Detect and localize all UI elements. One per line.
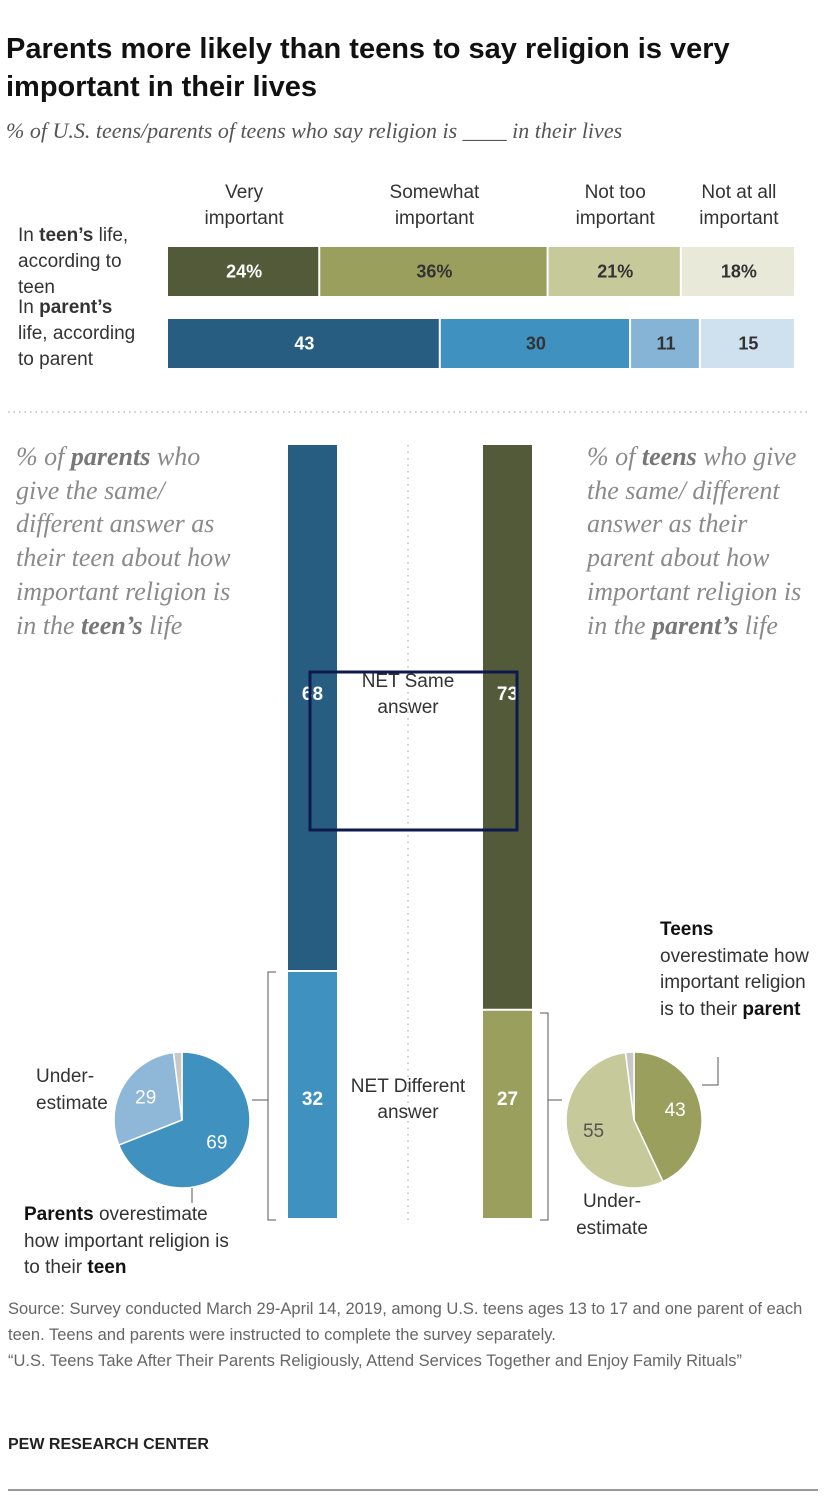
- text: who give the same/ different answer as t…: [587, 442, 802, 640]
- legend-label: Not too important: [575, 182, 655, 229]
- annotation: Teens overestimate how important religio…: [660, 917, 810, 1023]
- bar-segment: [681, 247, 794, 296]
- value-label: 36%: [416, 261, 452, 281]
- text: life, according to parent: [18, 323, 136, 370]
- legend-label: Somewhat important: [389, 182, 480, 229]
- pie-label: 43: [665, 1100, 686, 1121]
- legend-label: Not at all important: [699, 182, 779, 229]
- bold-text: teen’s: [81, 610, 143, 640]
- value-label: 73: [497, 684, 518, 705]
- bar-segment: [288, 445, 337, 970]
- value-label: 27: [497, 1089, 518, 1110]
- source-note: Source: Survey conducted March 29-April …: [8, 1300, 803, 1344]
- annotation: Under-estimate: [576, 1191, 648, 1239]
- text: life, according to teen: [18, 225, 129, 298]
- value-label: 18%: [721, 261, 757, 281]
- annotation: Parents overestimate how important relig…: [24, 1202, 246, 1282]
- value-label: 43: [294, 333, 314, 353]
- pie-label: 55: [583, 1121, 604, 1142]
- row-label: In teen’s life, according to teen: [18, 223, 146, 301]
- bold-text: teen: [87, 1257, 127, 1278]
- value-label: 32: [302, 1089, 323, 1110]
- pie-slice: [172, 1051, 183, 1121]
- bold-text: Teens: [660, 919, 714, 940]
- bold-text: Parents: [24, 1204, 94, 1225]
- bar-segment: [440, 319, 630, 368]
- bold-text: parents: [70, 442, 151, 471]
- bold-text: parent’s: [39, 297, 113, 318]
- text: % of: [16, 442, 71, 471]
- bar-segment: [700, 319, 794, 368]
- value-label: 15: [738, 333, 758, 353]
- bold-text: teen’s: [39, 225, 94, 246]
- bar-segment: [548, 247, 680, 296]
- bar-segment: [483, 1010, 532, 1218]
- pie-label: 69: [206, 1133, 227, 1154]
- note: % of teens who give the same/ different …: [587, 440, 809, 642]
- text: % of: [587, 442, 642, 471]
- bar-segment: [483, 445, 532, 1009]
- value-label: 11: [656, 333, 675, 353]
- pie-slice: [565, 1051, 664, 1189]
- highlight-box: [308, 670, 519, 832]
- pie-slice: [113, 1051, 183, 1147]
- text: In: [18, 297, 40, 318]
- note: % of parents who give the same/ differen…: [16, 440, 248, 642]
- leader-line: [702, 1057, 719, 1086]
- bar-segment: [320, 247, 547, 296]
- value-label: 21%: [597, 261, 633, 281]
- bold-text: parent’s: [652, 610, 739, 640]
- source: Source: Survey conducted March 29-April …: [8, 1296, 820, 1374]
- category-label: NET Same answer: [361, 671, 455, 718]
- pie-slice: [633, 1051, 703, 1183]
- source-note: “U.S. Teens Take After Their Parents Rel…: [8, 1352, 742, 1370]
- value-label: 68: [302, 684, 323, 705]
- bar-segment: [168, 247, 319, 296]
- text: overestimate how important religion is t…: [660, 945, 809, 1020]
- category-label: NET Different answer: [350, 1076, 466, 1123]
- pie-slice: [624, 1051, 635, 1121]
- pie-slice: [117, 1051, 251, 1189]
- bracket: [252, 971, 276, 1221]
- bar-segment: [168, 319, 439, 368]
- bar-segment: [631, 319, 699, 368]
- row-label: In parent’s life, according to parent: [18, 295, 146, 373]
- legend-label: Very important: [204, 182, 284, 229]
- subtitle: % of U.S. teens/parents of teens who say…: [6, 118, 623, 143]
- title: Parents more likely than teens to say re…: [6, 33, 730, 103]
- text: In: [18, 225, 40, 246]
- annotation: Under-estimate: [36, 1066, 108, 1114]
- value-label: 24%: [226, 261, 262, 281]
- pie-label: 29: [135, 1088, 156, 1109]
- text: overestimate how important religion is t…: [24, 1204, 229, 1278]
- text: life: [738, 610, 778, 640]
- bold-text: parent: [742, 998, 801, 1020]
- bracket: [540, 1012, 562, 1221]
- text: who give the same/ different answer as t…: [16, 442, 231, 640]
- bar-segment: [288, 972, 337, 1218]
- value-label: 30: [526, 333, 546, 353]
- publisher: PEW RESEARCH CENTER: [8, 1436, 209, 1453]
- marks: 24% 36% 21% 18% 43 30 11 15 68 32 73 27 69 29 43 55: [113, 247, 794, 1218]
- bold-text: teens: [641, 442, 697, 471]
- text: life: [142, 610, 183, 640]
